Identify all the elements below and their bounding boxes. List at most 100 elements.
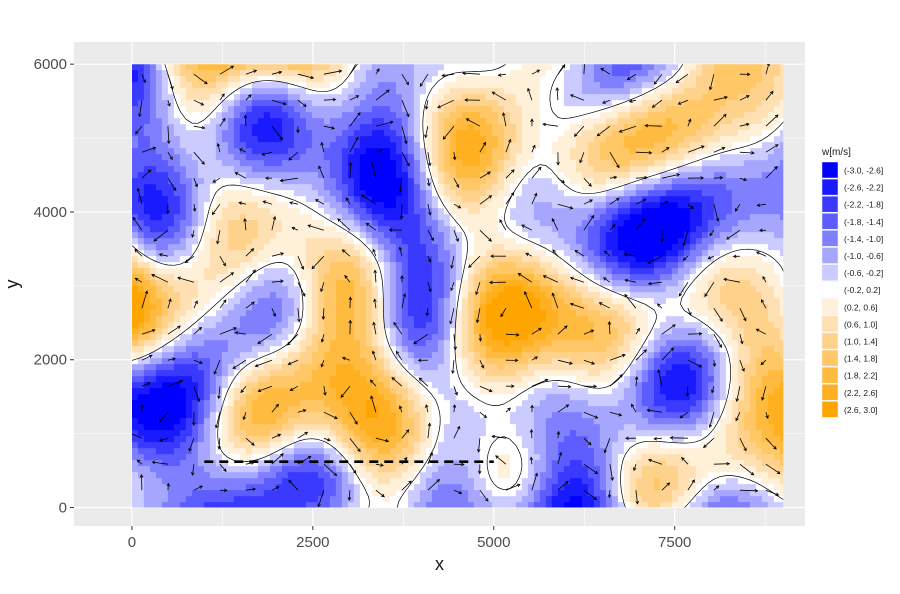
field-cell (263, 238, 271, 245)
field-cell (401, 106, 409, 113)
field-cell (671, 160, 679, 167)
field-cell (617, 208, 625, 215)
field-cell (449, 334, 457, 341)
field-cell (239, 88, 247, 95)
field-cell (359, 142, 367, 149)
field-cell (299, 70, 307, 77)
field-cell (737, 124, 745, 131)
field-cell (731, 316, 739, 323)
field-cell (521, 148, 529, 155)
field-cell (455, 328, 463, 335)
field-cell (503, 64, 511, 71)
field-cell (539, 208, 547, 215)
field-cell (545, 154, 553, 161)
field-cell (449, 64, 457, 71)
field-cell (503, 166, 511, 173)
field-cell (473, 202, 481, 209)
field-cell (155, 124, 163, 131)
field-cell (341, 322, 349, 329)
field-cell (281, 64, 289, 71)
field-cell (137, 280, 145, 287)
field-cell (155, 232, 163, 239)
field-cell (641, 166, 649, 173)
field-cell (137, 76, 145, 83)
field-cell (773, 130, 781, 137)
field-cell (143, 292, 151, 299)
field-cell (329, 70, 337, 77)
field-cell (299, 322, 307, 329)
field-cell (305, 142, 313, 149)
field-cell (653, 328, 661, 335)
field-cell (401, 202, 409, 209)
field-cell (233, 256, 241, 263)
field-cell (329, 148, 337, 155)
field-cell (503, 148, 511, 155)
field-cell (413, 208, 421, 215)
field-cell (425, 208, 433, 215)
field-cell (617, 268, 625, 275)
field-cell (671, 70, 679, 77)
field-cell (749, 88, 757, 95)
field-cell (749, 136, 757, 143)
field-cell (545, 160, 553, 167)
field-cell (569, 220, 577, 227)
field-cell (557, 232, 565, 239)
field-cell (185, 190, 193, 197)
field-cell (443, 196, 451, 203)
field-cell (419, 292, 427, 299)
field-cell (569, 316, 577, 323)
field-cell (539, 250, 547, 257)
field-cell (551, 64, 559, 71)
field-cell (353, 292, 361, 299)
field-cell (545, 328, 553, 335)
field-cell (329, 118, 337, 125)
field-cell (461, 256, 469, 263)
field-cell (485, 196, 493, 203)
field-cell (641, 316, 649, 323)
field-cell (155, 262, 163, 269)
field-cell (527, 190, 535, 197)
field-cell (185, 310, 193, 317)
field-cell (761, 124, 769, 131)
field-cell (323, 250, 331, 257)
field-cell (731, 190, 739, 197)
field-cell (317, 262, 325, 269)
field-cell (665, 232, 673, 239)
field-cell (527, 166, 535, 173)
field-cell (317, 112, 325, 119)
field-cell (257, 82, 265, 89)
field-cell (623, 244, 631, 251)
field-cell (725, 256, 733, 263)
field-cell (209, 178, 217, 185)
field-cell (221, 268, 229, 275)
field-cell (155, 94, 163, 101)
field-cell (479, 292, 487, 299)
field-cell (485, 106, 493, 113)
field-cell (755, 190, 763, 197)
field-cell (461, 190, 469, 197)
field-cell (251, 94, 259, 101)
field-cell (305, 208, 313, 215)
field-cell (161, 322, 169, 329)
field-cell (233, 160, 241, 167)
field-cell (311, 298, 319, 305)
field-cell (221, 94, 229, 101)
field-cell (707, 100, 715, 107)
field-cell (581, 220, 589, 227)
field-cell (131, 118, 139, 125)
field-cell (605, 88, 613, 95)
field-cell (761, 142, 769, 149)
field-cell (503, 142, 511, 149)
field-cell (725, 136, 733, 143)
field-cell (233, 232, 241, 239)
field-cell (677, 148, 685, 155)
field-cell (605, 64, 613, 71)
field-cell (449, 328, 457, 335)
field-cell (449, 262, 457, 269)
field-cell (641, 106, 649, 113)
field-cell (203, 178, 211, 185)
field-cell (509, 76, 517, 83)
field-cell (563, 268, 571, 275)
field-cell (383, 100, 391, 107)
field-cell (443, 328, 451, 335)
